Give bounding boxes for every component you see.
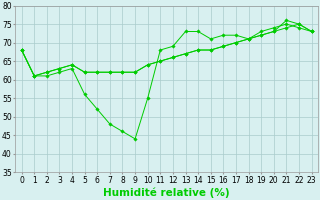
X-axis label: Humidité relative (%): Humidité relative (%) xyxy=(103,187,230,198)
